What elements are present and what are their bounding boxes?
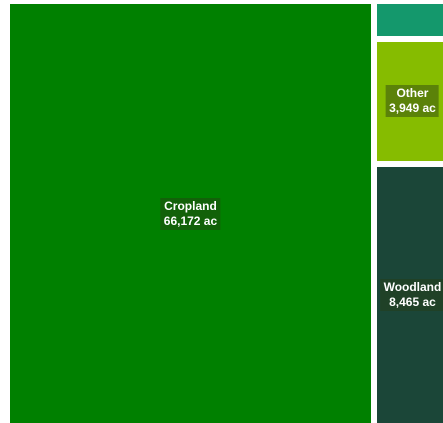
treemap-tile-cropland <box>10 4 371 423</box>
treemap-label-name: Other <box>396 86 429 101</box>
treemap-label-value: 3,949 ac <box>389 101 436 116</box>
treemap-label-woodland: Woodland 8,465 ac <box>380 279 443 312</box>
treemap-label-value: 66,172 ac <box>163 213 218 228</box>
treemap-label-other: Other 3,949 ac <box>386 85 439 118</box>
treemap-label-name: Cropland <box>164 198 217 213</box>
treemap-label-name: Woodland <box>383 280 442 295</box>
treemap-label-cropland: Cropland 66,172 ac <box>160 197 221 230</box>
treemap-tile-unlabeled <box>376 4 443 36</box>
treemap-tile-woodland <box>376 167 443 423</box>
treemap-label-value: 8,465 ac <box>389 295 436 310</box>
treemap-tile-other <box>376 41 443 162</box>
